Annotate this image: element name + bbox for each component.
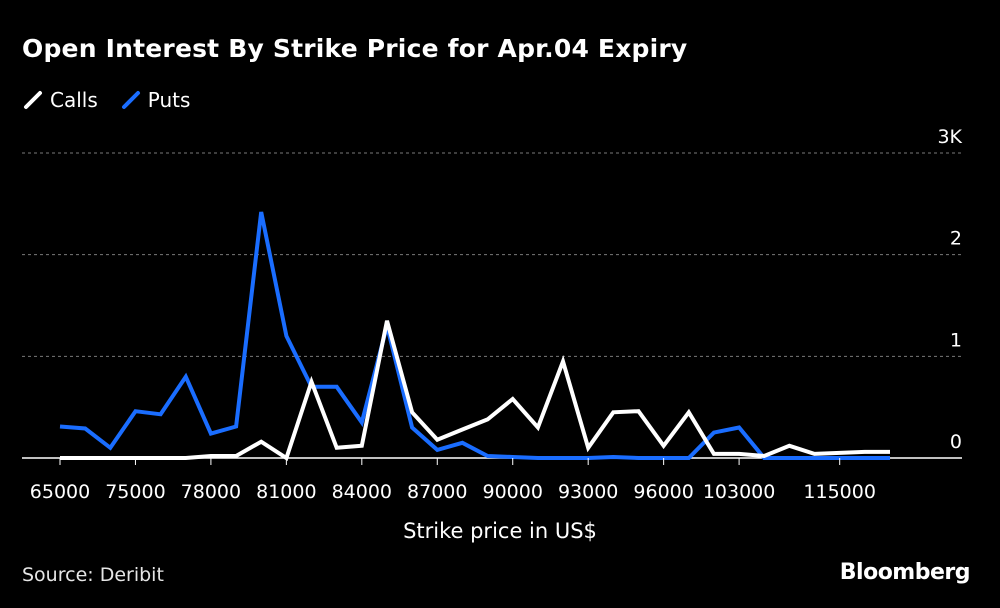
x-tick-label: 115000 xyxy=(803,481,876,503)
source-note: Source: Deribit xyxy=(22,564,164,586)
x-tick-label: 78000 xyxy=(181,481,241,503)
x-tick-label: 81000 xyxy=(256,481,316,503)
x-tick-label: 65000 xyxy=(30,481,90,503)
calls-line-icon xyxy=(24,91,42,109)
x-tick-label: 75000 xyxy=(105,481,165,503)
y-tick-label: 2 xyxy=(950,228,962,250)
x-tick-label: 90000 xyxy=(483,481,543,503)
x-tick-label: 87000 xyxy=(407,481,467,503)
series-line-puts xyxy=(59,211,890,460)
chart-title: Open Interest By Strike Price for Apr.04… xyxy=(22,34,688,63)
legend-label-puts: Puts xyxy=(147,88,191,112)
legend-item-calls: Calls xyxy=(22,88,98,112)
legend: Calls Puts xyxy=(22,86,212,114)
x-tick-label: 96000 xyxy=(633,481,693,503)
puts-line-icon xyxy=(121,91,140,109)
series-line-calls xyxy=(60,320,890,462)
legend-item-puts: Puts xyxy=(120,88,191,112)
y-tick-label: 1 xyxy=(950,329,962,351)
x-axis-title: Strike price in US$ xyxy=(403,519,597,543)
legend-label-calls: Calls xyxy=(50,88,98,112)
x-tick-label: 93000 xyxy=(558,481,618,503)
y-tick-label: 3K xyxy=(937,126,962,148)
x-tick-label: 84000 xyxy=(332,481,392,503)
x-tick-label: 103000 xyxy=(703,481,776,503)
bloomberg-logo: Bloomberg xyxy=(839,560,971,585)
y-tick-label: 0 xyxy=(950,431,962,453)
